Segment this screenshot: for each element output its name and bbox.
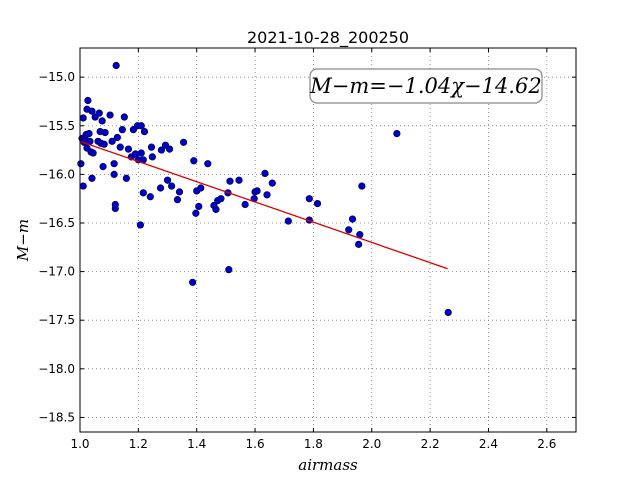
data-point	[101, 128, 109, 137]
data-point	[192, 209, 200, 217]
data-point	[89, 149, 97, 157]
data-point	[95, 109, 103, 117]
fit-equation-box: M−m=−1.04χ−14.62	[309, 68, 543, 104]
data-point	[217, 195, 225, 203]
data-point	[116, 143, 124, 151]
x-tick-label: 1.4	[187, 437, 206, 451]
data-point	[168, 182, 176, 190]
data-point	[348, 215, 357, 223]
data-point	[444, 308, 452, 317]
data-point	[88, 174, 96, 182]
x-tick-label: 2.2	[421, 437, 440, 451]
data-point	[197, 184, 205, 192]
data-point	[124, 145, 133, 153]
data-point	[85, 129, 93, 138]
data-point	[98, 117, 106, 125]
data-point	[113, 133, 121, 142]
data-point	[241, 200, 249, 209]
fit-equation: M−m=−1.04χ−14.62	[309, 74, 541, 98]
fit-line	[79, 140, 448, 270]
y-tick-label: −15.0	[38, 70, 75, 84]
y-axis-label: M−m	[14, 219, 32, 262]
data-point	[79, 114, 87, 122]
data-point	[136, 221, 144, 229]
x-tick-label: 2.4	[479, 437, 498, 451]
data-point	[77, 160, 85, 168]
x-tick-label: 1.0	[70, 437, 89, 451]
x-tick-label: 2.6	[537, 437, 556, 451]
data-point	[120, 113, 128, 121]
data-point	[148, 153, 156, 161]
chart-title: 2021-10-28_200250	[247, 28, 409, 48]
data-point	[173, 196, 182, 204]
data-point	[140, 128, 149, 136]
data-point	[79, 182, 87, 190]
data-point	[122, 174, 130, 182]
data-point	[179, 138, 188, 146]
data-point	[163, 176, 172, 184]
y-tick-label: −17.5	[38, 313, 75, 327]
plot-frame	[79, 47, 577, 433]
y-tick-label: −16.0	[38, 167, 75, 181]
data-points	[77, 61, 452, 317]
x-tick-label: 2.0	[362, 437, 381, 451]
data-point	[157, 146, 166, 154]
x-tick-labels: 1.0 1.2 1.4 1.6 1.8 2.0 2.2 2.4 2.6	[70, 437, 556, 451]
data-point	[263, 191, 271, 199]
data-point	[235, 176, 243, 184]
grid	[79, 48, 576, 432]
y-tick-label: −15.5	[38, 119, 75, 133]
x-axis-label: airmass	[298, 456, 358, 474]
axis-ticks	[79, 48, 576, 432]
y-tick-label: −16.5	[38, 216, 75, 230]
data-point	[261, 169, 269, 178]
data-point	[355, 240, 363, 248]
data-point	[156, 184, 165, 192]
data-point	[313, 199, 322, 208]
data-point	[165, 145, 174, 153]
data-point	[88, 107, 96, 115]
data-point	[212, 205, 220, 213]
data-point	[100, 140, 108, 148]
data-point	[175, 188, 184, 196]
data-point	[189, 278, 197, 286]
data-point	[226, 177, 234, 185]
data-point	[137, 122, 145, 130]
data-point	[111, 204, 119, 213]
y-tick-label: −17.0	[38, 265, 75, 279]
x-tick-label: 1.8	[304, 437, 323, 451]
data-point	[204, 160, 212, 168]
data-point	[110, 160, 118, 168]
data-point	[118, 126, 126, 134]
data-point	[112, 61, 120, 70]
data-point	[106, 111, 114, 119]
y-tick-label: −18.0	[38, 362, 75, 376]
data-point	[146, 193, 154, 201]
data-point	[225, 266, 233, 274]
data-point	[253, 187, 261, 195]
data-point	[358, 182, 366, 190]
data-point	[305, 195, 313, 203]
y-tick-label: −18.5	[38, 410, 75, 424]
fit-line-group	[79, 140, 448, 270]
data-point	[195, 202, 203, 211]
data-point	[110, 170, 118, 178]
data-point	[84, 96, 92, 105]
data-point	[190, 157, 198, 165]
x-tick-label: 1.2	[129, 437, 148, 451]
annotation-box	[309, 68, 543, 104]
y-tick-labels: −15.0 −15.5 −16.0 −16.5 −17.0 −17.5 −18.0 −18.5	[38, 70, 75, 424]
data-point	[137, 149, 145, 157]
data-point	[108, 137, 116, 145]
data-point	[393, 129, 401, 138]
data-point	[268, 179, 276, 187]
data-point	[139, 189, 147, 197]
data-point	[147, 143, 156, 151]
data-point	[284, 217, 292, 225]
data-point	[99, 163, 107, 171]
x-tick-label: 1.6	[246, 437, 265, 451]
data-point	[345, 226, 353, 234]
